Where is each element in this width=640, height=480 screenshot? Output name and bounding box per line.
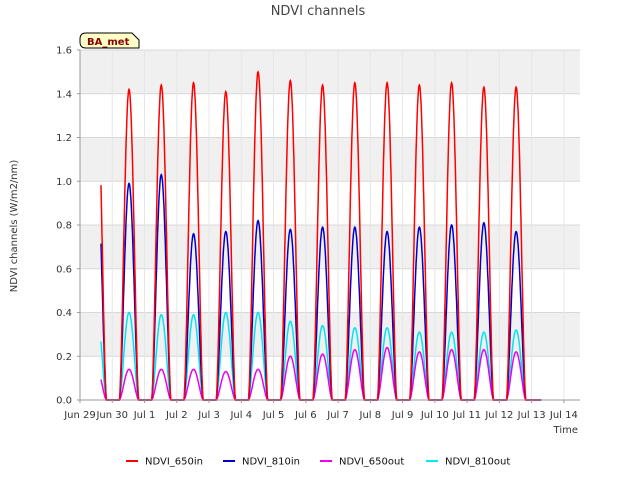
legend-label: NDVI_650in xyxy=(145,457,203,468)
y-tick-label: 0.6 xyxy=(56,264,72,275)
legend-label: NDVI_810out xyxy=(445,457,510,468)
background-band xyxy=(80,50,580,94)
site-badge-label: BA_met xyxy=(87,37,130,48)
y-tick-label: 1.0 xyxy=(56,177,72,188)
legend: NDVI_650in NDVI_810in NDVI_650out NDVI_810o… xyxy=(126,457,510,468)
x-tick-label: Jul 13 xyxy=(517,410,546,421)
background-band xyxy=(80,225,580,269)
background-band xyxy=(80,137,580,182)
legend-label: NDVI_810in xyxy=(242,457,300,468)
y-tick-label: 0.2 xyxy=(56,352,72,363)
x-tick-label: Jul 4 xyxy=(229,410,252,421)
x-tick-label: Jun 29 xyxy=(63,410,96,421)
site-badge-shape xyxy=(79,32,140,49)
y-tick-label: 1.2 xyxy=(56,133,72,144)
x-tick-label: Jul 8 xyxy=(359,410,382,421)
x-axis-title: Time xyxy=(553,425,578,436)
x-tick-label: Jul 5 xyxy=(262,410,285,421)
x-tick-label: Jun 30 xyxy=(95,410,128,421)
x-tick-label: Jul 3 xyxy=(197,410,220,421)
x-tick-label: Jul 1 xyxy=(133,410,156,421)
legend-label: NDVI_650out xyxy=(339,457,404,468)
chart-title: NDVI channels xyxy=(271,4,366,19)
x-tick-label: Jul 12 xyxy=(484,410,513,421)
x-tick-label: Jul 14 xyxy=(549,410,578,421)
y-tick-label: 1.6 xyxy=(56,46,72,57)
y-axis-title: NDVI channels (W/m2/nm) xyxy=(9,160,20,293)
y-tick-label: 1.4 xyxy=(56,89,72,100)
x-tick-label: Jul 6 xyxy=(294,410,317,421)
site-badge: BA_met xyxy=(79,32,140,49)
axes: 0.0 0.2 0.4 0.6 0.8 1.0 1.2 1.4 1.6 Jun 29 Jun 30 J… xyxy=(56,46,580,421)
y-tick-label: 0.0 xyxy=(56,396,72,407)
y-tick-label: 0.8 xyxy=(56,221,72,232)
x-tick-label: Jul 11 xyxy=(452,410,481,421)
x-tick-label: Jul 2 xyxy=(165,410,188,421)
x-tick-label: Jul 10 xyxy=(420,410,449,421)
y-tick-label: 0.4 xyxy=(56,308,72,319)
x-tick-label: Jul 9 xyxy=(391,410,414,421)
x-tick-label: Jul 7 xyxy=(326,410,349,421)
